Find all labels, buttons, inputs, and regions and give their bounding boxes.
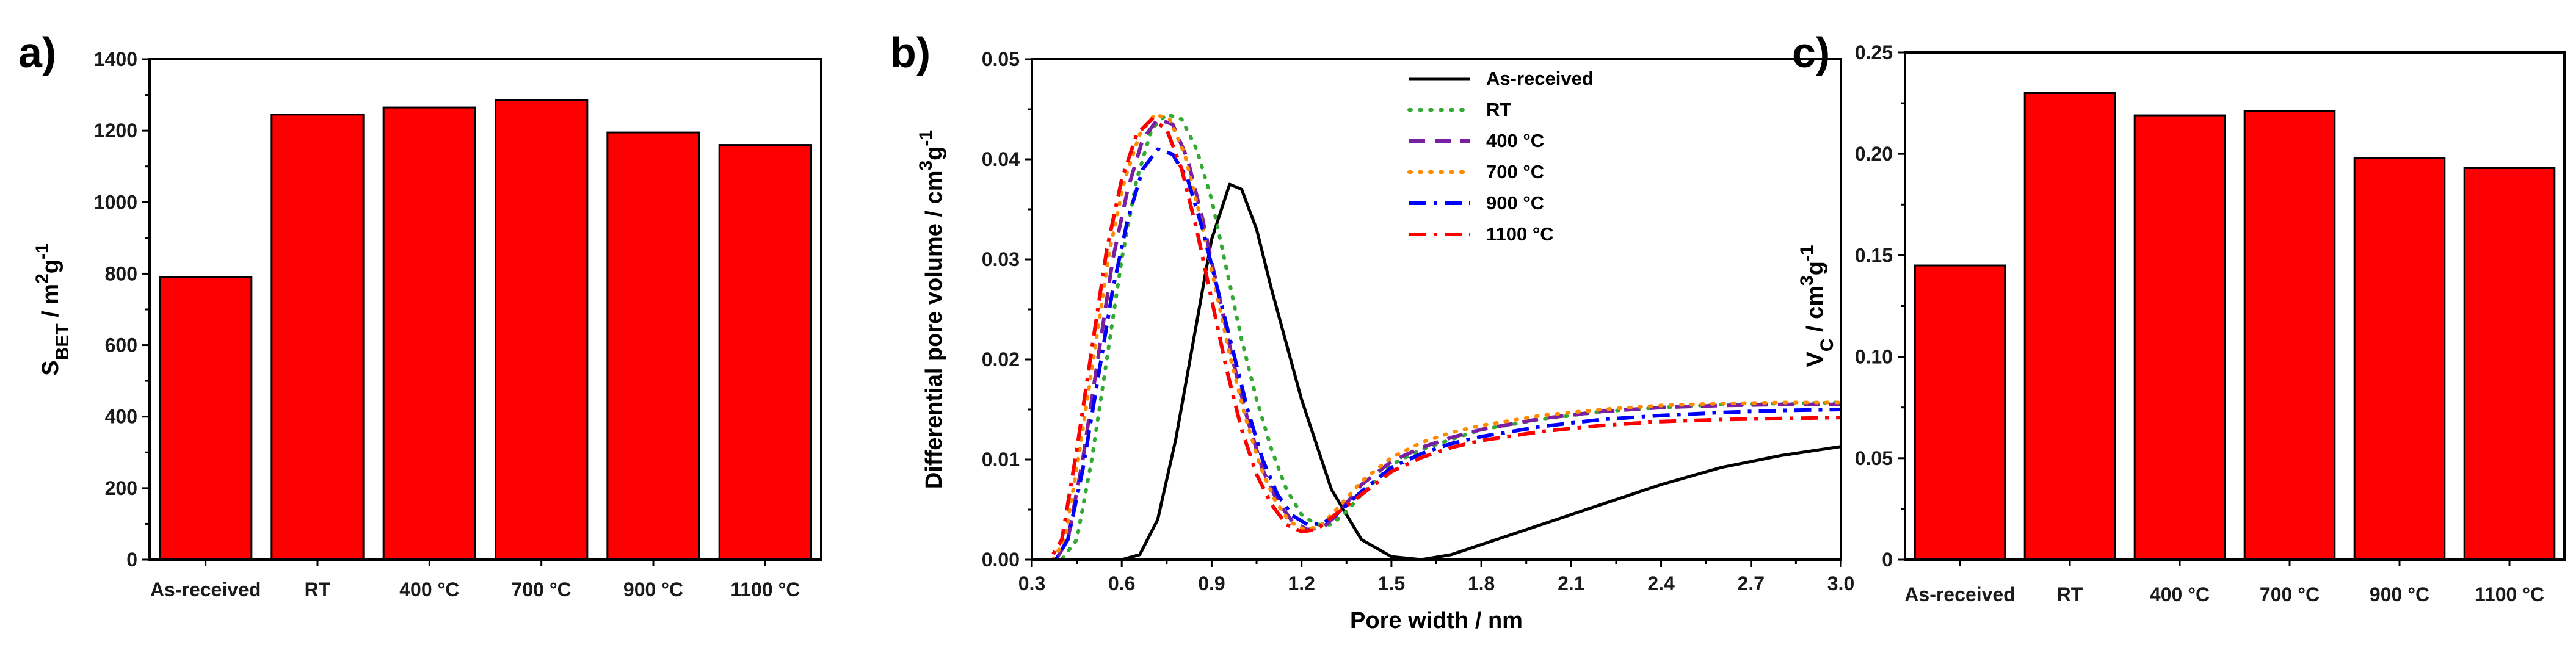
series-line-RT (1032, 112, 1841, 560)
bar-700 °C (2243, 110, 2336, 561)
bar-400 °C (382, 106, 477, 561)
category-label: RT (2057, 583, 2083, 605)
category-label: 1100 °C (2475, 583, 2544, 605)
y-tick-label: 800 (105, 262, 137, 284)
series-line-900 °C (1032, 147, 1841, 560)
y-tick-label: 0.05 (1855, 447, 1893, 469)
bar-1100 °C (2463, 167, 2556, 561)
y-tick-label: 0.20 (1855, 143, 1893, 165)
y-tick-label: 0.05 (982, 48, 1020, 70)
bar-700 °C (495, 99, 589, 561)
bar-900 °C (2353, 157, 2446, 561)
category-label: 400 °C (399, 579, 459, 601)
x-tick-label: 3.0 (1827, 572, 1854, 594)
plot-frame (148, 58, 822, 561)
y-tick-label: 0.01 (982, 449, 1020, 471)
panel-1: a) 0 200 400 600 800 1000 1200 1400 As-received RT… (18, 29, 822, 601)
y-axis-label: SBET / m2g-1 (32, 243, 73, 375)
series-line-1100 °C (1032, 117, 1841, 560)
series-line-400 °C (1032, 117, 1841, 560)
bar-400 °C (2133, 114, 2226, 561)
y-axis-label: Differential pore volume / cm3g-1 (916, 130, 948, 489)
plot-frame (1031, 58, 1842, 561)
category-label: As-received (1904, 583, 2015, 605)
panel-label: b) (890, 29, 931, 76)
bar-As-received (159, 276, 253, 561)
y-tick-label: 0.03 (982, 248, 1020, 270)
x-tick-label: 2.7 (1738, 572, 1765, 594)
y-tick-label: 0 (1882, 549, 1893, 571)
x-tick-label: 2.4 (1647, 572, 1675, 594)
legend-label: 900 °C (1486, 192, 1544, 214)
y-tick-label: 0.04 (982, 148, 1020, 170)
legend: As-received RT 400 °C 700 °C 900 °C 1100 °C (1407, 68, 1594, 245)
category-label: As-received (150, 579, 261, 601)
y-tick-label: 400 (105, 406, 137, 428)
y-tick-label: 600 (105, 334, 137, 356)
y-tick-label: 0.00 (982, 549, 1020, 571)
x-tick-label: 0.3 (1018, 572, 1045, 594)
category-label: 1100 °C (730, 579, 800, 601)
x-tick-label: 2.1 (1558, 572, 1584, 594)
legend-label: 1100 °C (1486, 223, 1554, 245)
series-line-700 °C (1032, 112, 1841, 560)
panel-label: c) (1792, 29, 1830, 76)
y-tick-label: 1000 (94, 191, 137, 213)
bar-RT (270, 114, 365, 561)
y-tick-label: 1400 (94, 48, 137, 70)
bar-900 °C (606, 131, 700, 561)
panel-label: a) (18, 29, 56, 76)
x-tick-label: 1.2 (1288, 572, 1315, 594)
panel-3: c) 0 0.05 0.10 0.15 0.20 0.25 As-received RT 400 … (1792, 29, 2566, 605)
x-tick-label: 1.8 (1468, 572, 1495, 594)
x-tick-label: 0.9 (1198, 572, 1225, 594)
series-line-As-received (1032, 182, 1841, 560)
x-tick-label: 0.6 (1108, 572, 1135, 594)
y-axis-label: VC / cm3g-1 (1797, 245, 1837, 367)
y-tick-label: 0.25 (1855, 41, 1893, 63)
y-tick-label: 200 (105, 477, 137, 499)
category-label: 700 °C (2260, 583, 2320, 605)
y-tick-label: 0 (126, 549, 137, 571)
y-tick-label: 0.02 (982, 348, 1020, 370)
plot-frame (1904, 51, 2566, 561)
bar-RT (2023, 92, 2116, 561)
category-label: 700 °C (512, 579, 571, 601)
category-label: 900 °C (623, 579, 683, 601)
bar-As-received (1914, 264, 2006, 561)
legend-label: 700 °C (1486, 161, 1544, 182)
panel-2: b) 0.00 0.01 0.02 0.03 0.04 0.05 0.3 0.6 0.9 1.2 1.… (890, 29, 1854, 633)
x-tick-label: 1.5 (1378, 572, 1405, 594)
legend-label: As-received (1486, 68, 1594, 89)
category-label: 900 °C (2370, 583, 2429, 605)
y-tick-label: 1200 (94, 120, 137, 142)
y-tick-label: 0.15 (1855, 244, 1893, 266)
category-label: 400 °C (2150, 583, 2210, 605)
x-axis-label: Pore width / nm (1350, 608, 1523, 633)
legend-label: RT (1486, 99, 1511, 120)
legend-label: 400 °C (1486, 130, 1544, 151)
bar-1100 °C (718, 144, 812, 561)
category-label: RT (305, 579, 331, 601)
y-tick-label: 0.10 (1855, 346, 1893, 368)
